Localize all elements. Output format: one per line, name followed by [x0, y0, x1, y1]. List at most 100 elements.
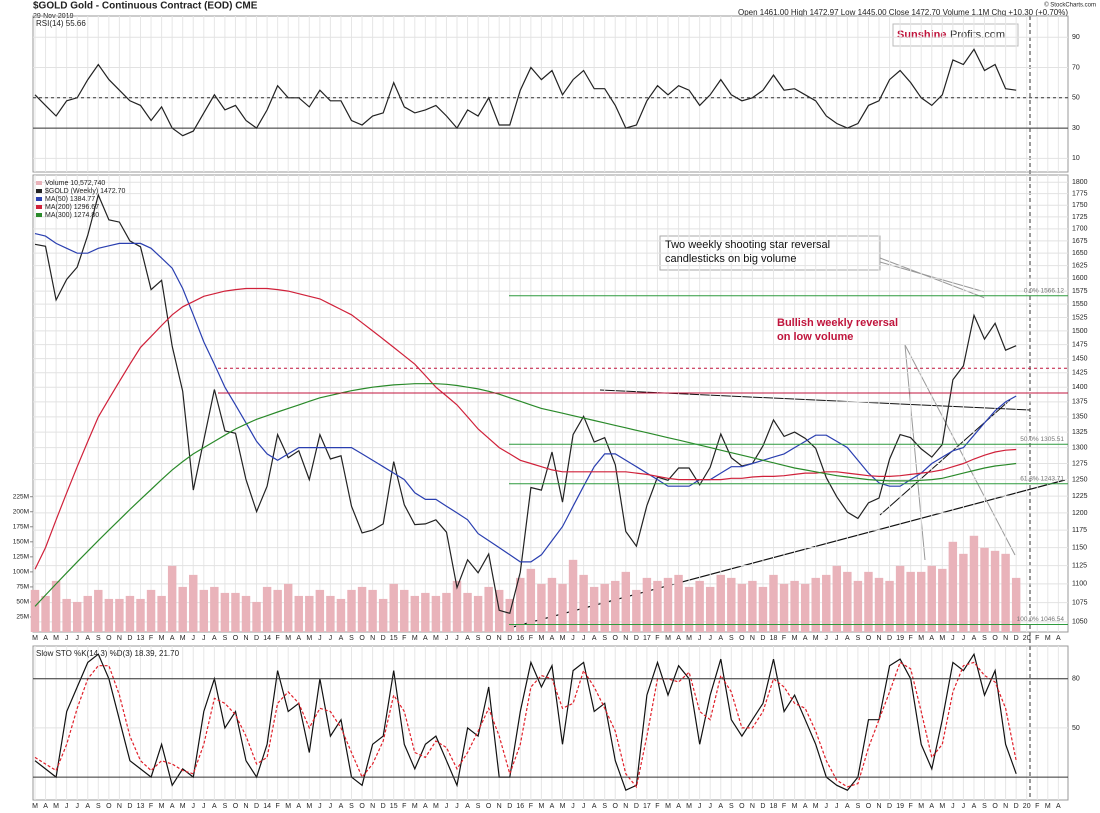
- x-tick-label: J: [202, 635, 206, 642]
- annotation: candlesticks on big volume: [665, 253, 796, 265]
- x-tick-label: M: [560, 803, 566, 810]
- y-tick-label: 1550: [1072, 301, 1088, 308]
- volume-bar: [916, 571, 926, 632]
- x-tick-label: A: [296, 635, 301, 642]
- x-tick-label: N: [117, 635, 122, 642]
- x-tick-label: D: [127, 635, 132, 642]
- x-tick-label: A: [845, 635, 850, 642]
- x-tick-label: O: [739, 803, 745, 810]
- x-tick-label: 18: [770, 803, 778, 810]
- x-tick-label: 16: [516, 635, 524, 642]
- legend-entry: $GOLD (Weekly) 1472.70: [45, 188, 126, 195]
- volume-bar: [811, 577, 820, 632]
- y-tick-label: 1350: [1072, 414, 1088, 421]
- x-tick-label: M: [53, 803, 59, 810]
- x-tick-label: M: [53, 635, 59, 642]
- volume-bar: [516, 577, 525, 632]
- x-tick-label: J: [192, 635, 196, 642]
- x-tick-label: 13: [137, 803, 145, 810]
- x-tick-label: M: [285, 803, 291, 810]
- x-tick-label: D: [507, 803, 512, 810]
- x-tick-label: A: [550, 635, 555, 642]
- y2-tick-label: 25M: [16, 614, 29, 621]
- x-tick-label: F: [909, 635, 913, 642]
- x-tick-label: J: [582, 803, 586, 810]
- series-line: [34, 193, 1017, 615]
- x-tick-label: S: [982, 635, 987, 642]
- x-tick-label: J: [318, 803, 322, 810]
- x-tick-label: D: [381, 803, 386, 810]
- x-tick-label: M: [412, 635, 418, 642]
- volume-bar: [189, 574, 198, 632]
- x-tick-label: J: [582, 635, 586, 642]
- y-tick-label: 1425: [1072, 370, 1088, 377]
- y-tick-label: 1650: [1072, 250, 1088, 257]
- x-tick-label: N: [623, 803, 628, 810]
- x-tick-label: D: [381, 635, 386, 642]
- x-tick-label: M: [32, 635, 38, 642]
- volume-bar: [326, 595, 335, 632]
- volume-bar: [104, 598, 114, 632]
- x-tick-label: N: [1003, 803, 1008, 810]
- x-tick-label: A: [43, 635, 48, 642]
- y2-tick-label: 125M: [13, 554, 29, 561]
- volume-bar: [716, 574, 725, 632]
- y2-tick-label: 150M: [13, 539, 29, 546]
- volume-bar: [146, 589, 156, 632]
- volume-bar: [790, 580, 799, 632]
- x-tick-label: F: [402, 803, 406, 810]
- x-tick-label: J: [455, 635, 459, 642]
- panel-frame: [32, 645, 1069, 801]
- volume-bar: [621, 571, 631, 632]
- volume-bar: [948, 541, 958, 632]
- series-line: [34, 383, 1017, 607]
- x-tick-label: A: [929, 803, 934, 810]
- x-tick-label: F: [1035, 803, 1039, 810]
- y-tick-label: 1100: [1072, 581, 1087, 588]
- annotation-pointer: [904, 344, 1016, 556]
- x-tick-label: A: [339, 635, 344, 642]
- y-tick-label: 1500: [1072, 328, 1088, 335]
- x-tick-label: F: [529, 803, 533, 810]
- legend-entry: MA(200) 1296.67: [45, 204, 99, 211]
- x-tick-label: A: [550, 803, 555, 810]
- series-line: [34, 661, 1017, 789]
- x-tick-label: D: [507, 635, 512, 642]
- volume-bar: [357, 586, 367, 632]
- x-tick-label: F: [655, 635, 659, 642]
- x-tick-label: J: [329, 803, 333, 810]
- x-tick-label: A: [803, 635, 808, 642]
- y-tick-label: 1150: [1072, 544, 1087, 551]
- x-tick-label: A: [339, 803, 344, 810]
- volume-bar: [410, 595, 420, 632]
- volume-bar: [705, 586, 715, 632]
- x-tick-label: M: [1045, 635, 1051, 642]
- x-tick-label: 15: [390, 635, 398, 642]
- x-tick-label: N: [876, 635, 881, 642]
- x-tick-label: M: [306, 635, 312, 642]
- x-tick-label: O: [359, 803, 365, 810]
- x-tick-label: M: [918, 803, 924, 810]
- x-tick-label: N: [117, 803, 122, 810]
- x-tick-label: F: [276, 803, 280, 810]
- legend-swatch: [36, 213, 42, 217]
- volume-bar: [632, 589, 641, 632]
- panel-frame: [32, 15, 1069, 173]
- x-tick-label: 13: [137, 635, 145, 642]
- x-tick-label: O: [613, 803, 619, 810]
- volume-bar: [906, 571, 915, 632]
- x-tick-label: O: [106, 803, 112, 810]
- volume-bar: [526, 568, 536, 632]
- x-tick-label: 17: [643, 803, 651, 810]
- x-tick-label: M: [180, 803, 186, 810]
- x-tick-label: F: [782, 635, 786, 642]
- x-tick-label: A: [85, 635, 90, 642]
- volume-bar: [305, 595, 314, 632]
- x-tick-label: J: [571, 635, 575, 642]
- level-label: 50.0% 1305.51: [1020, 436, 1064, 443]
- x-tick-label: M: [538, 803, 544, 810]
- y-tick-label: 1125: [1072, 562, 1087, 569]
- x-tick-label: D: [760, 635, 765, 642]
- volume-bar: [990, 550, 1000, 632]
